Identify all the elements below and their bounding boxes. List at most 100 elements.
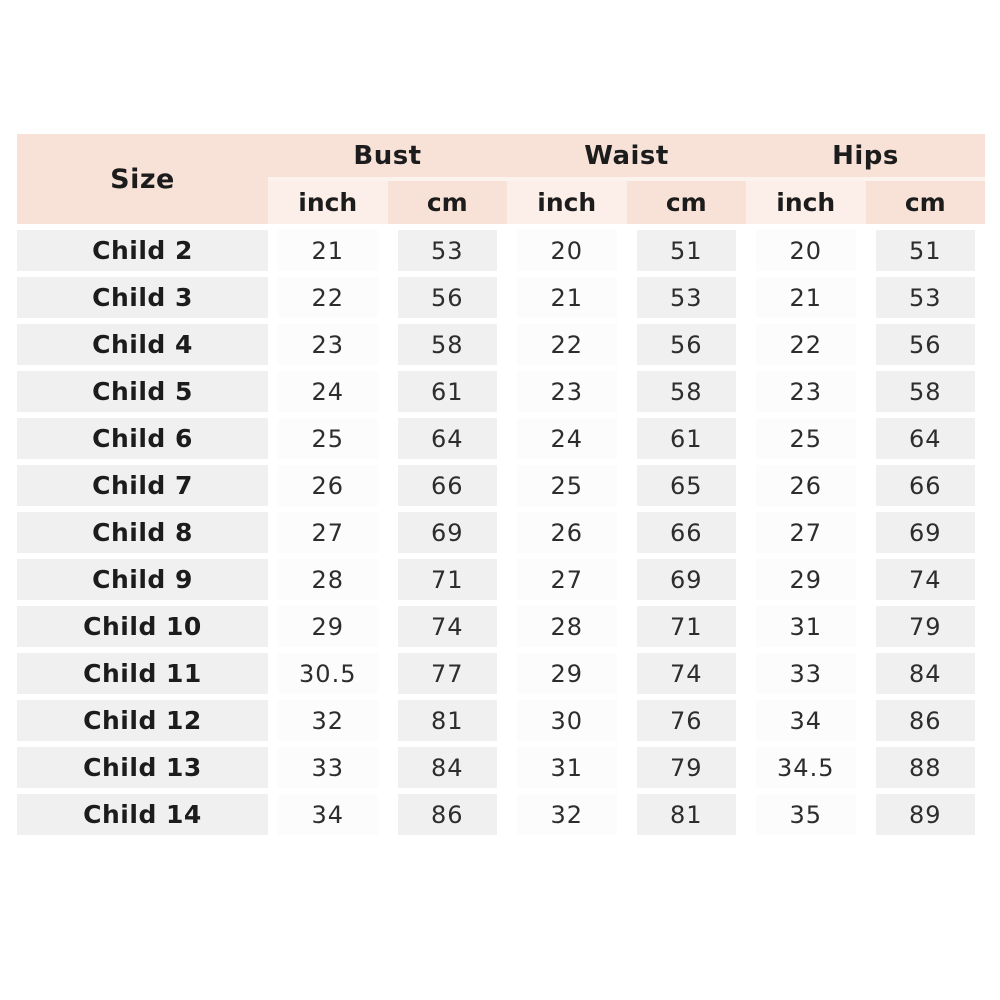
- value-cell: 51: [866, 230, 986, 271]
- table-row: Child 8 27 69 26 66 27 69: [17, 512, 985, 553]
- value-cell: 31: [746, 606, 866, 647]
- size-column-header: Size: [17, 134, 268, 224]
- value-cell: 84: [388, 747, 508, 788]
- size-cell: Child 11: [17, 653, 268, 694]
- table-row: Child 12 32 81 30 76 34 86: [17, 700, 985, 741]
- value-cell: 58: [627, 371, 747, 412]
- value-cell: 23: [268, 324, 388, 365]
- value-cell: 34: [268, 794, 388, 835]
- table-row: Child 13 33 84 31 79 34.5 88: [17, 747, 985, 788]
- value-cell: 26: [746, 465, 866, 506]
- value-cell: 30: [507, 700, 627, 741]
- waist-inch-header: inch: [507, 181, 627, 224]
- table-row: Child 9 28 71 27 69 29 74: [17, 559, 985, 600]
- value-cell: 66: [627, 512, 747, 553]
- value-cell: 22: [507, 324, 627, 365]
- value-cell: 69: [866, 512, 986, 553]
- size-cell: Child 5: [17, 371, 268, 412]
- hips-group-header: Hips: [832, 140, 899, 171]
- value-cell: 76: [627, 700, 747, 741]
- size-cell: Child 13: [17, 747, 268, 788]
- value-cell: 30.5: [268, 653, 388, 694]
- size-cell: Child 14: [17, 794, 268, 835]
- header-separator: [268, 177, 985, 181]
- table-row: Child 11 30.5 77 29 74 33 84: [17, 653, 985, 694]
- value-cell: 66: [388, 465, 508, 506]
- value-cell: 26: [507, 512, 627, 553]
- value-cell: 58: [866, 371, 986, 412]
- value-cell: 23: [507, 371, 627, 412]
- value-cell: 25: [746, 418, 866, 459]
- value-cell: 69: [627, 559, 747, 600]
- size-cell: Child 8: [17, 512, 268, 553]
- table-row: Child 3 22 56 21 53 21 53: [17, 277, 985, 318]
- value-cell: 51: [627, 230, 747, 271]
- value-cell: 53: [866, 277, 986, 318]
- value-cell: 56: [627, 324, 747, 365]
- size-cell: Child 7: [17, 465, 268, 506]
- table-row: Child 6 25 64 24 61 25 64: [17, 418, 985, 459]
- table-row: Child 2 21 53 20 51 20 51: [17, 230, 985, 271]
- size-cell: Child 12: [17, 700, 268, 741]
- value-cell: 25: [268, 418, 388, 459]
- value-cell: 81: [388, 700, 508, 741]
- size-cell: Child 2: [17, 230, 268, 271]
- value-cell: 22: [746, 324, 866, 365]
- value-cell: 22: [268, 277, 388, 318]
- size-cell: Child 3: [17, 277, 268, 318]
- bust-group-header: Bust: [353, 140, 422, 171]
- value-cell: 21: [268, 230, 388, 271]
- value-cell: 34: [746, 700, 866, 741]
- value-cell: 33: [268, 747, 388, 788]
- value-cell: 53: [388, 230, 508, 271]
- value-cell: 28: [507, 606, 627, 647]
- value-cell: 24: [507, 418, 627, 459]
- table-row: Child 7 26 66 25 65 26 66: [17, 465, 985, 506]
- value-cell: 74: [627, 653, 747, 694]
- value-cell: 65: [627, 465, 747, 506]
- value-cell: 32: [268, 700, 388, 741]
- hips-inch-header: inch: [746, 181, 866, 224]
- value-cell: 56: [866, 324, 986, 365]
- value-cell: 27: [746, 512, 866, 553]
- table-row: Child 10 29 74 28 71 31 79: [17, 606, 985, 647]
- bust-cm-header: cm: [387, 181, 507, 224]
- value-cell: 33: [746, 653, 866, 694]
- value-cell: 77: [388, 653, 508, 694]
- size-chart-table: Size Bust Waist Hips inch cm inch cm inc…: [17, 134, 985, 841]
- value-cell: 20: [507, 230, 627, 271]
- size-cell: Child 6: [17, 418, 268, 459]
- value-cell: 84: [866, 653, 986, 694]
- value-cell: 71: [388, 559, 508, 600]
- value-cell: 28: [268, 559, 388, 600]
- group-header-row: Bust Waist Hips: [268, 134, 985, 177]
- value-cell: 74: [388, 606, 508, 647]
- value-cell: 86: [388, 794, 508, 835]
- value-cell: 29: [268, 606, 388, 647]
- value-cell: 79: [866, 606, 986, 647]
- value-cell: 71: [627, 606, 747, 647]
- unit-header-row: inch cm inch cm inch cm: [268, 181, 985, 224]
- value-cell: 26: [268, 465, 388, 506]
- value-cell: 64: [388, 418, 508, 459]
- value-cell: 53: [627, 277, 747, 318]
- hips-cm-header: cm: [865, 181, 985, 224]
- value-cell: 89: [866, 794, 986, 835]
- value-cell: 86: [866, 700, 986, 741]
- value-cell: 88: [866, 747, 986, 788]
- table-row: Child 5 24 61 23 58 23 58: [17, 371, 985, 412]
- value-cell: 32: [507, 794, 627, 835]
- table-body: Child 2 21 53 20 51 20 51 Child 3 22 56 21 53 21 53 Ch…: [17, 230, 985, 835]
- value-cell: 21: [746, 277, 866, 318]
- value-cell: 79: [627, 747, 747, 788]
- table-row: Child 14 34 86 32 81 35 89: [17, 794, 985, 835]
- value-cell: 56: [388, 277, 508, 318]
- value-cell: 21: [507, 277, 627, 318]
- value-cell: 69: [388, 512, 508, 553]
- value-cell: 25: [507, 465, 627, 506]
- value-cell: 81: [627, 794, 747, 835]
- table-row: Child 4 23 58 22 56 22 56: [17, 324, 985, 365]
- value-cell: 29: [746, 559, 866, 600]
- size-cell: Child 4: [17, 324, 268, 365]
- value-cell: 27: [507, 559, 627, 600]
